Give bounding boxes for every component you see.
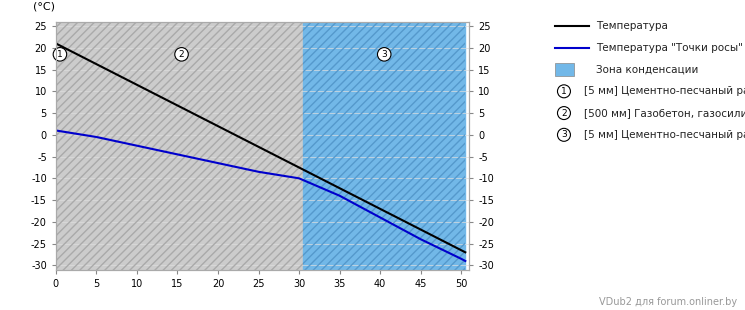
Text: Зона конденсации: Зона конденсации <box>596 64 698 75</box>
Text: 2: 2 <box>179 50 184 59</box>
Text: 1: 1 <box>57 50 63 59</box>
Text: Температура: Температура <box>596 21 668 31</box>
Bar <box>303 22 466 270</box>
Text: 1: 1 <box>561 87 567 96</box>
Text: 3: 3 <box>561 130 567 139</box>
Text: [500 мм] Газобетон, газосиликат автоклавный D500: [500 мм] Газобетон, газосиликат автоклав… <box>584 108 745 118</box>
Text: Температура "Точки росы": Температура "Точки росы" <box>596 43 743 53</box>
Text: (°C): (°C) <box>33 2 55 12</box>
Text: 3: 3 <box>381 50 387 59</box>
Text: 2: 2 <box>561 108 567 117</box>
Text: [5 мм] Цементно-песчаный раствор: [5 мм] Цементно-песчаный раствор <box>584 130 745 140</box>
Text: VDub2 для forum.onliner.by: VDub2 для forum.onliner.by <box>600 297 738 307</box>
Bar <box>56 22 303 270</box>
Text: [5 мм] Цементно-песчаный раствор: [5 мм] Цементно-песчаный раствор <box>584 86 745 96</box>
